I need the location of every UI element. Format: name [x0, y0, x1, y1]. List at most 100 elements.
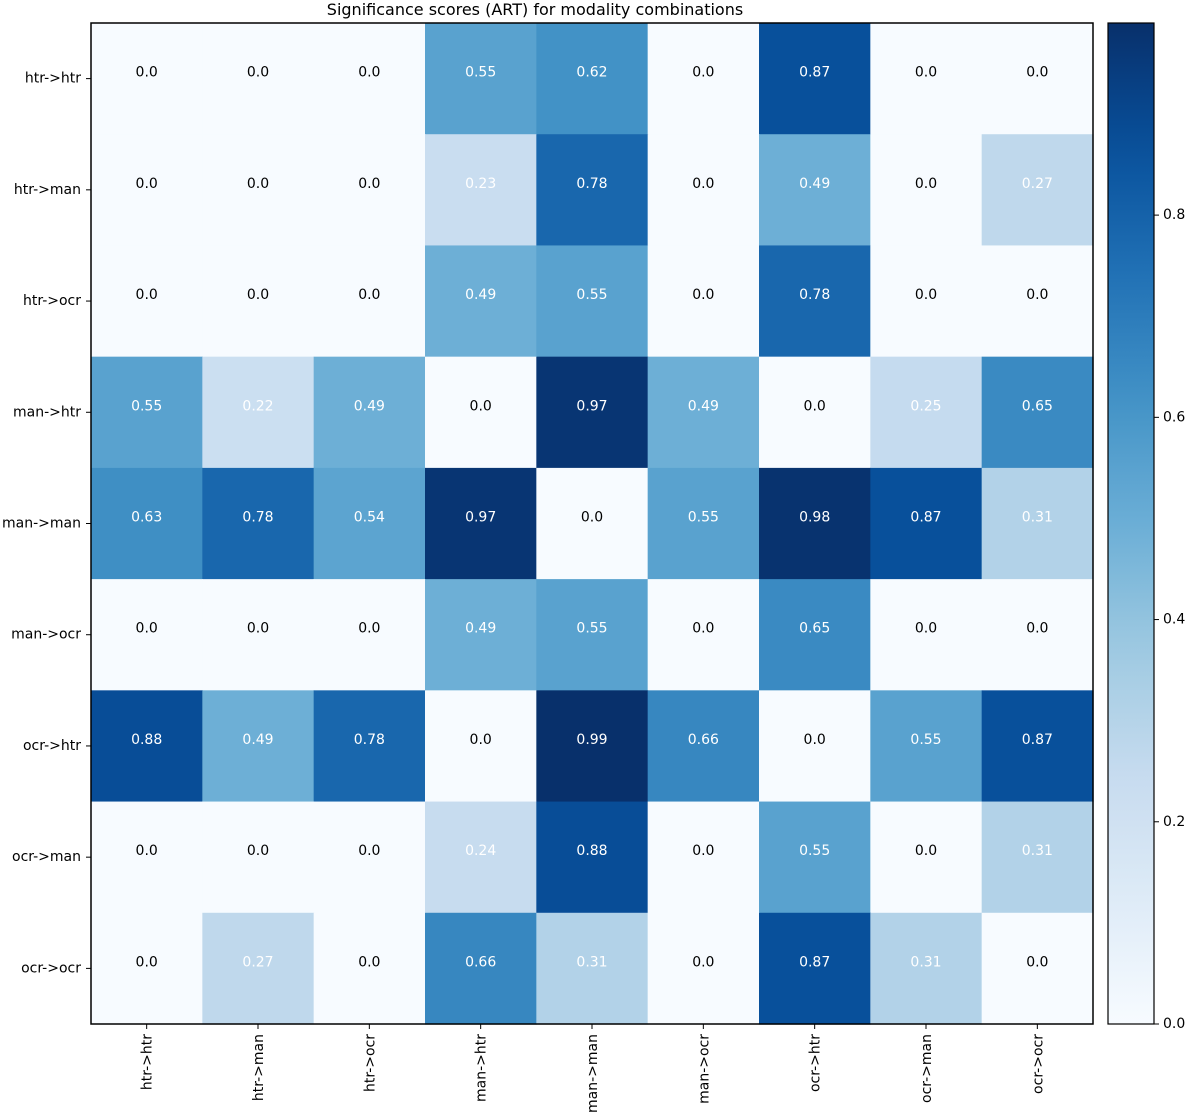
cell-value-label: 0.0 [692, 65, 714, 81]
y-tick-label: htr->ocr [23, 293, 81, 309]
cell-value-label: 0.0 [581, 510, 603, 526]
x-axis: htr->htr htr->man htr->ocr man->htr man->man… [140, 1024, 1046, 1113]
heatmap-cell [536, 356, 649, 469]
cell-value-label: 0.0 [915, 65, 937, 81]
heatmap-cell [647, 912, 760, 1025]
cell-value-label: 0.55 [799, 843, 830, 859]
cell-value-label: 0.55 [576, 287, 607, 303]
heatmap-cell [647, 134, 760, 247]
heatmap-cell [870, 356, 983, 469]
heatmap-cell [647, 356, 760, 469]
x-tick-label: htr->htr [140, 1034, 156, 1090]
heatmap-cell [536, 579, 649, 691]
cell-value-label: 0.87 [910, 510, 941, 526]
heatmap-cell [313, 23, 426, 135]
cell-value-label: 0.0 [692, 287, 714, 303]
heatmap-cell [870, 134, 983, 247]
heatmap-cell [759, 23, 871, 135]
cell-value-label: 0.55 [910, 732, 941, 748]
y-tick-label: man->htr [13, 404, 81, 420]
heatmap-cell [647, 801, 760, 914]
cell-value-label: 0.0 [136, 621, 158, 637]
heatmap-cell [759, 245, 871, 358]
cell-value-label: 0.49 [688, 398, 719, 414]
heatmap-cell [313, 579, 426, 691]
heatmap-cell [91, 134, 203, 247]
chart-title: Significance scores (ART) for modality c… [327, 0, 743, 19]
heatmap-cell [536, 801, 649, 914]
heatmap-cell [981, 912, 1094, 1025]
cell-value-label: 0.0 [358, 843, 380, 859]
cell-value-label: 0.0 [247, 621, 269, 637]
heatmap-cell [425, 912, 537, 1025]
cell-value-label: 0.63 [131, 510, 162, 526]
cell-value-label: 0.0 [1026, 954, 1048, 970]
heatmap-cell [981, 690, 1094, 803]
cell-value-label: 0.0 [247, 287, 269, 303]
cell-value-label: 0.23 [465, 176, 496, 192]
cell-value-label: 0.0 [136, 843, 158, 859]
cell-value-label: 0.0 [358, 621, 380, 637]
cell-value-label: 0.31 [576, 954, 607, 970]
heatmap-cell [759, 690, 871, 803]
cell-value-labels: 0.0 0.0 0.0 0.55 0.62 0.0 0.87 0.0 0.0 0.0 0.0 0.0 0… [131, 65, 1053, 971]
heatmap-cell [536, 134, 649, 247]
cell-value-label: 0.31 [1022, 510, 1053, 526]
x-tick-label: ocr->ocr [1030, 1034, 1046, 1094]
heatmap-cell [91, 912, 203, 1025]
x-tick-label: man->man [585, 1034, 601, 1113]
heatmap-cell [202, 467, 315, 580]
heatmap-cell [313, 467, 426, 580]
x-tick-label: ocr->man [919, 1034, 935, 1103]
heatmap-cell [870, 579, 983, 691]
heatmap-cell [425, 690, 537, 803]
cell-value-label: 0.88 [131, 732, 162, 748]
cell-value-label: 0.0 [804, 398, 826, 414]
heatmap-cell [981, 467, 1094, 580]
heatmap-cell [91, 801, 203, 914]
heatmap-cell [425, 245, 537, 358]
y-axis: htr->htr htr->man htr->ocr man->htr man->man… [2, 71, 91, 976]
y-tick-label: man->ocr [11, 627, 81, 643]
cell-value-label: 0.0 [804, 732, 826, 748]
heatmap-cell [536, 23, 649, 135]
heatmap-cell [536, 467, 649, 580]
cell-value-label: 0.0 [247, 843, 269, 859]
heatmap-cell [202, 912, 315, 1025]
heatmap-cell [647, 23, 760, 135]
cell-value-label: 0.54 [354, 510, 385, 526]
cell-value-label: 0.0 [915, 287, 937, 303]
y-tick-label: ocr->ocr [21, 960, 81, 976]
cell-value-label: 0.97 [576, 398, 607, 414]
cell-value-label: 0.66 [688, 732, 719, 748]
heatmap-cell [647, 690, 760, 803]
heatmap-cell [425, 801, 537, 914]
heatmap-cell [759, 356, 871, 469]
heatmap-cell [91, 356, 203, 469]
x-tick-label: htr->ocr [362, 1034, 378, 1092]
cell-value-label: 0.0 [136, 954, 158, 970]
heatmap-cell [202, 245, 315, 358]
colorbar-tick-label: 0.6 [1163, 409, 1185, 425]
colorbar: 0.0 0.2 0.4 0.6 0.8 [1107, 22, 1185, 1032]
cell-value-label: 0.78 [799, 287, 830, 303]
cell-value-label: 0.55 [131, 398, 162, 414]
cell-value-label: 0.0 [136, 287, 158, 303]
heatmap-cell [91, 23, 203, 135]
heatmap-cell [759, 912, 871, 1025]
cell-value-label: 0.49 [465, 287, 496, 303]
cell-value-label: 0.0 [915, 843, 937, 859]
heatmap-cell [981, 801, 1094, 914]
cell-value-label: 0.0 [692, 176, 714, 192]
heatmap-cell [313, 356, 426, 469]
heatmap-cells [91, 23, 1094, 1025]
heatmap-cell [981, 579, 1094, 691]
heatmap-cell [425, 134, 537, 247]
heatmap-cell [759, 134, 871, 247]
cell-value-label: 0.0 [247, 176, 269, 192]
cell-value-label: 0.24 [465, 843, 496, 859]
heatmap-cell [91, 690, 203, 803]
cell-value-label: 0.0 [1026, 287, 1048, 303]
cell-value-label: 0.0 [136, 176, 158, 192]
cell-value-label: 0.87 [799, 954, 830, 970]
